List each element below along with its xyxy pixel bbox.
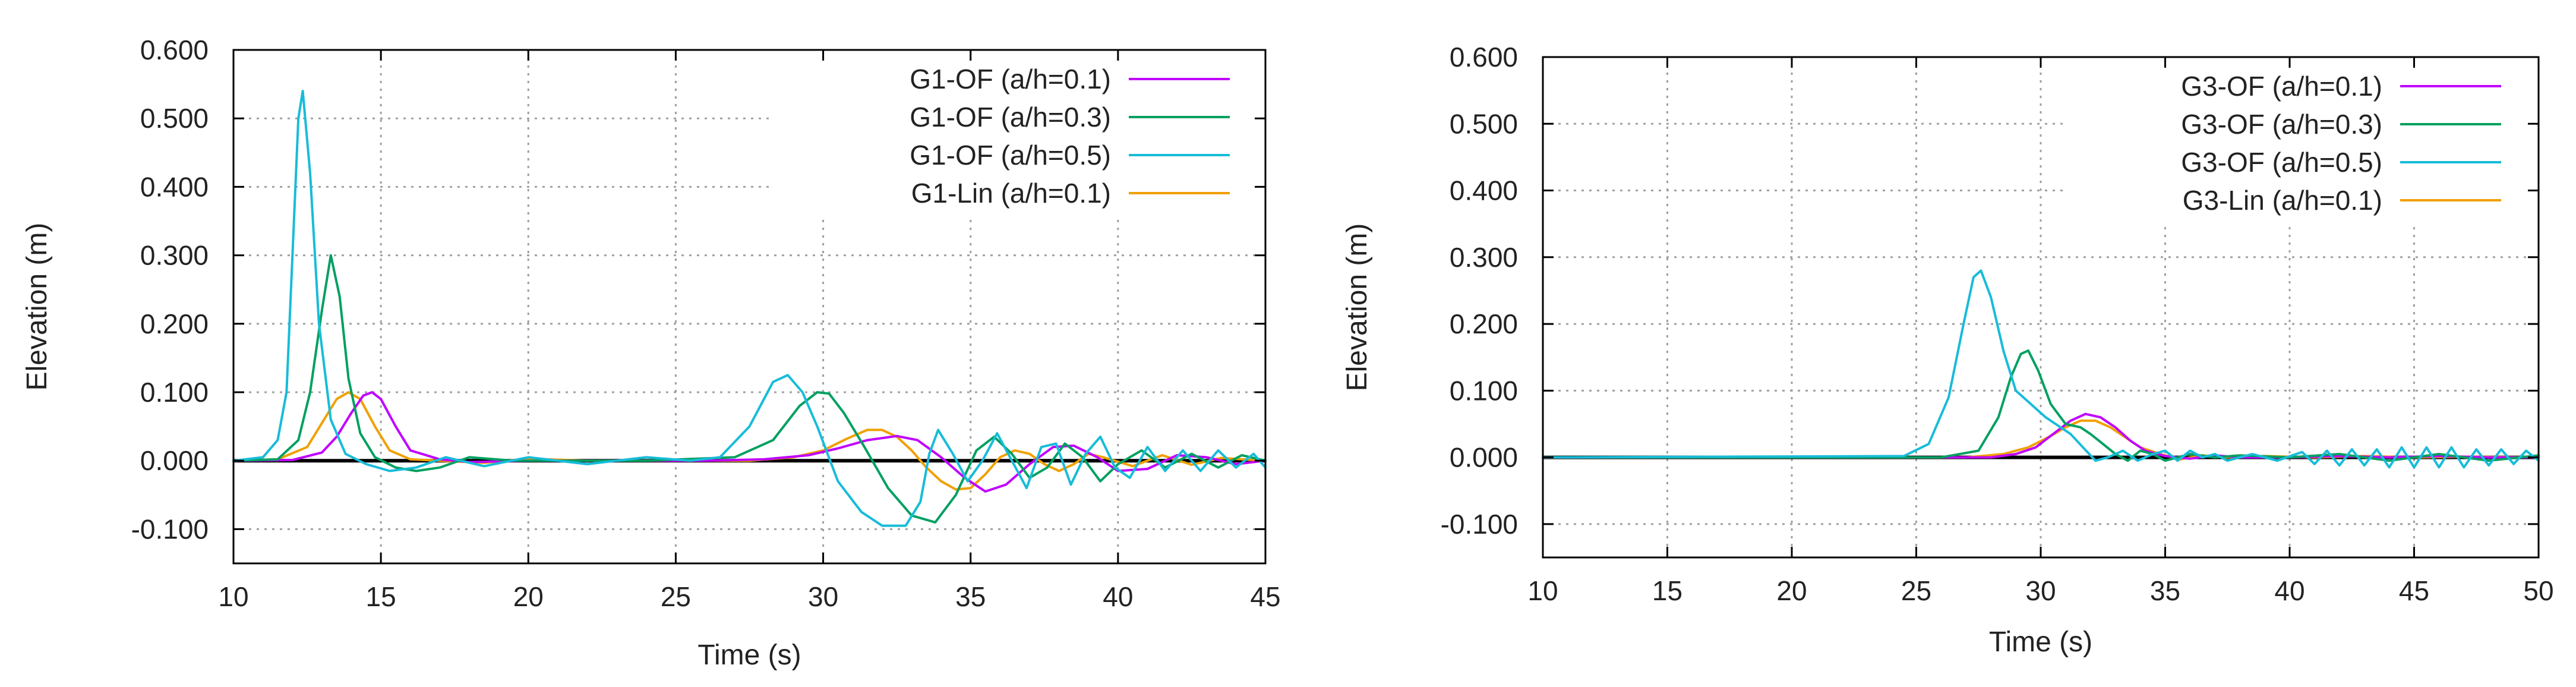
x-tick-label: 30 <box>808 581 838 612</box>
x-tick-label: 25 <box>661 581 691 612</box>
ticks: 10 15 20 25 30 35 40 45 50 0.600 0.500 0.400 0.300 0.… <box>1441 42 2554 606</box>
legend: G3-OF (a/h=0.1) G3-OF (a/h=0.3) G3-OF (a/h… <box>2181 71 2501 216</box>
legend-label: G1-OF (a/h=0.1) <box>910 64 1111 94</box>
legend-label: G1-OF (a/h=0.5) <box>910 140 1111 171</box>
chart-panel-left: 10 15 20 25 30 35 40 45 0.600 0.500 0.400 0.300 0.20… <box>21 34 1281 671</box>
x-tick-label: 15 <box>366 581 396 612</box>
series-group <box>232 90 1267 527</box>
series-group <box>1542 269 2540 469</box>
y-tick-label: 0.200 <box>140 308 209 339</box>
x-tick-label: 40 <box>2274 575 2304 606</box>
x-tick-label: 35 <box>955 581 986 612</box>
y-tick-label: 0.600 <box>1450 42 1518 73</box>
y-tick-label: 0.300 <box>140 240 209 271</box>
y-tick-label: 0.300 <box>1450 242 1518 273</box>
legend-background <box>2067 69 2532 225</box>
series-line-1 <box>232 254 1267 524</box>
y-tick-label: 0.400 <box>140 171 209 202</box>
series-line-2 <box>1542 269 2540 469</box>
x-tick-label: 10 <box>218 581 248 612</box>
y-tick-label: 0.200 <box>1450 308 1518 339</box>
y-tick-label: 0.400 <box>1450 175 1518 206</box>
series-line-0 <box>232 391 1267 493</box>
y-tick-label: 0.100 <box>140 377 209 408</box>
x-tick-label: 15 <box>1652 575 1682 606</box>
chart-panel-right: 10 15 20 25 30 35 40 45 50 0.600 0.500 0.400 0.300 0.… <box>1341 42 2554 658</box>
y-axis-label: Elevation (m) <box>1341 223 1373 392</box>
legend-label: G3-OF (a/h=0.1) <box>2181 71 2382 102</box>
y-tick-label: -0.100 <box>131 513 209 544</box>
y-tick-label: 0.100 <box>1450 375 1518 406</box>
x-tick-label: 40 <box>1103 581 1133 612</box>
x-tick-label: 20 <box>1776 575 1807 606</box>
y-tick-label: -0.100 <box>1441 509 1518 540</box>
x-tick-label: 10 <box>1527 575 1558 606</box>
x-axis-label: Time (s) <box>697 639 801 671</box>
x-tick-label: 45 <box>1250 581 1280 612</box>
x-tick-label: 35 <box>2150 575 2180 606</box>
y-tick-label: 0.500 <box>1450 108 1518 139</box>
x-axis-label: Time (s) <box>1989 626 2092 658</box>
y-tick-label: 0.600 <box>140 34 209 65</box>
series-line-0 <box>1542 412 2540 460</box>
plot-frame <box>232 49 1267 565</box>
legend-label: G3-OF (a/h=0.3) <box>2181 109 2382 140</box>
legend-label: G1-Lin (a/h=0.1) <box>911 178 1111 209</box>
x-tick-label: 20 <box>513 581 544 612</box>
x-tick-label: 25 <box>1901 575 1931 606</box>
legend-label: G3-Lin (a/h=0.1) <box>2183 185 2382 216</box>
series-line-2 <box>232 90 1267 527</box>
x-tick-label: 50 <box>2523 575 2553 606</box>
y-tick-label: 0.500 <box>140 103 209 134</box>
legend-label: G3-OF (a/h=0.5) <box>2181 147 2382 178</box>
y-axis-label: Elevation (m) <box>21 223 53 391</box>
legend: G1-OF (a/h=0.1) G1-OF (a/h=0.3) G1-OF (a/h… <box>910 64 1230 209</box>
y-tick-label: 0.000 <box>1450 442 1518 473</box>
legend-label: G1-OF (a/h=0.3) <box>910 102 1111 133</box>
x-tick-label: 45 <box>2399 575 2429 606</box>
series-line-3 <box>232 391 1267 491</box>
y-tick-label: 0.000 <box>140 445 209 476</box>
x-tick-label: 30 <box>2025 575 2056 606</box>
ticks: 10 15 20 25 30 35 40 45 0.600 0.500 0.400 0.300 0.20… <box>131 34 1281 612</box>
